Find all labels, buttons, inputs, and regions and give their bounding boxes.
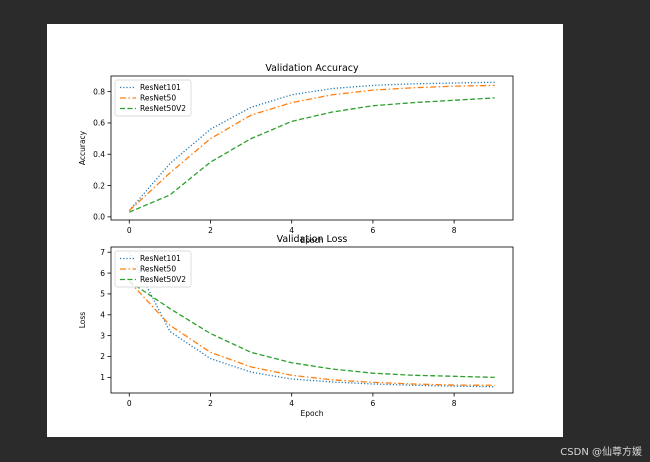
series-line-resnet50: [128, 280, 495, 386]
x-tick-label: 6: [371, 226, 376, 235]
watermark: CSDN @仙尊方媛: [560, 447, 642, 458]
y-tick-label: 2: [100, 352, 105, 361]
plot-area-frame: [110, 246, 514, 394]
x-tick-label: 4: [289, 399, 294, 408]
y-tick-label: 7: [100, 248, 105, 257]
legend-box: [114, 250, 192, 288]
x-tick-label: 0: [127, 399, 132, 408]
legend-entry: ResNet50V2: [140, 275, 186, 284]
legend-entry: ResNet50V2: [140, 104, 186, 113]
x-tick-label: 6: [371, 399, 376, 408]
series-line-resnet50: [128, 84, 495, 212]
y-tick-label: 3: [100, 331, 105, 340]
legend-entry: ResNet50: [140, 265, 176, 274]
y-tick-label: 0.6: [93, 119, 105, 128]
figure-svg: 0 2 4 6 8 0.0 0.2 0.4 0.6 0.8 Validation Accuracy E…: [78, 63, 514, 418]
y-tick-label: 0.8: [93, 87, 105, 96]
y-tick-label: 6: [100, 269, 105, 278]
plot-area-frame: [110, 75, 514, 221]
chart-0: 0 2 4 6 8 0.0 0.2 0.4 0.6 0.8 Validation Accuracy E…: [78, 63, 514, 245]
legend-box: [114, 79, 192, 117]
y-tick-label: 0.2: [93, 181, 105, 190]
series-line-resnet101: [128, 81, 495, 212]
x-tick-label: 2: [208, 399, 213, 408]
series-line-resnet50v2: [129, 97, 495, 213]
y-tick-label: 0.4: [93, 150, 105, 159]
x-tick-label: 2: [208, 226, 213, 235]
y-axis-label: Accuracy: [78, 130, 87, 165]
legend-entry: ResNet101: [140, 83, 181, 92]
y-tick-label: 1: [100, 373, 105, 382]
y-tick-label: 0.0: [93, 213, 105, 222]
y-tick-label: 4: [100, 310, 105, 319]
x-tick-label: 8: [452, 226, 457, 235]
legend-entry: ResNet50: [140, 94, 176, 103]
y-axis-label: Loss: [78, 312, 87, 329]
series-line-resnet50v2: [128, 280, 495, 379]
x-axis-label: Epoch: [301, 236, 324, 245]
chart-title: Validation Accuracy: [265, 63, 359, 74]
legend-entry: ResNet101: [140, 254, 181, 263]
x-tick-label: 8: [452, 399, 457, 408]
x-tick-label: 4: [289, 226, 294, 235]
chart-title: Validation Loss: [277, 234, 348, 245]
x-tick-label: 0: [127, 226, 132, 235]
y-tick-label: 5: [100, 290, 105, 299]
figure-canvas: 0 2 4 6 8 0.0 0.2 0.4 0.6 0.8 Validation Accuracy E…: [47, 24, 563, 437]
x-axis-label: Epoch: [301, 409, 324, 418]
